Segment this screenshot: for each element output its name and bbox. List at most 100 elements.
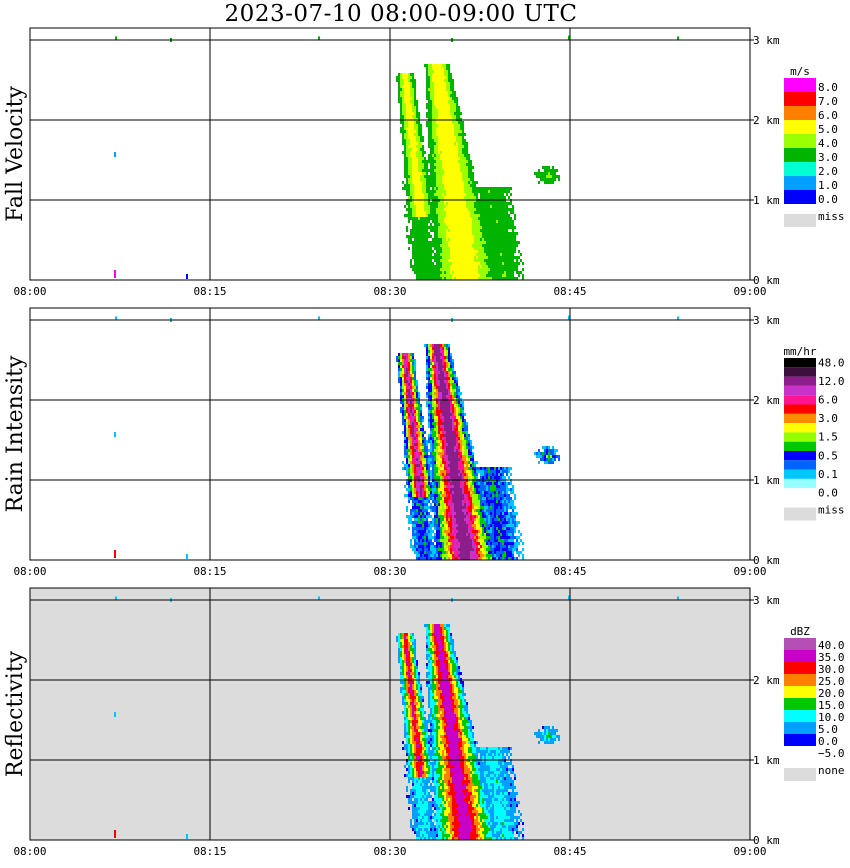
echo-cell (456, 428, 458, 431)
echo-cell (430, 148, 432, 151)
echo-cell (488, 274, 490, 277)
echo-cell (450, 377, 452, 380)
echo-cell (404, 214, 406, 217)
echo-cell (468, 262, 470, 265)
echo-cell (428, 461, 430, 464)
echo-cell (418, 202, 420, 205)
echo-cell (408, 518, 410, 521)
echo-cell (470, 247, 472, 250)
echo-cell (442, 226, 444, 229)
echo-cell (424, 491, 426, 494)
echo-cell (432, 497, 434, 500)
echo-cell (436, 220, 438, 223)
echo-cell (398, 353, 400, 356)
echo-cell (438, 521, 440, 524)
echo-cell (436, 554, 438, 557)
echo-cell (436, 241, 438, 244)
echo-cell (462, 464, 464, 467)
echo-cell (416, 455, 418, 458)
echo-cell (456, 259, 458, 262)
echo-cell (508, 214, 510, 217)
echo-cell (498, 211, 500, 214)
echo-cell (426, 476, 428, 479)
echo-cell (442, 446, 444, 449)
echo-cell (496, 220, 498, 223)
echo-cell (404, 142, 406, 145)
echo-cell (444, 377, 446, 380)
echo-cell (420, 431, 422, 434)
echo-cell (434, 256, 436, 259)
echo-cell (440, 169, 442, 172)
echo-cell (408, 401, 410, 404)
echo-cell (464, 554, 466, 557)
echo-cell (422, 449, 424, 452)
echo-cell (426, 160, 428, 163)
echo-cell (438, 277, 440, 280)
echo-cell (458, 440, 460, 443)
echo-cell (448, 268, 450, 271)
echo-cell (440, 416, 442, 419)
echo-cell (502, 187, 504, 190)
echo-cell (442, 187, 444, 190)
echo-cell (490, 214, 492, 217)
echo-cell (420, 184, 422, 187)
echo-cell (462, 455, 464, 458)
echo-cell (452, 515, 454, 518)
echo-cell (434, 404, 436, 407)
echo-cell (444, 386, 446, 389)
echo-cell (446, 235, 448, 238)
echo-cell (416, 184, 418, 187)
echo-cell (450, 536, 452, 539)
echo-cell (436, 271, 438, 274)
echo-cell (460, 163, 462, 166)
echo-cell (472, 521, 474, 524)
echo-cell (428, 184, 430, 187)
echo-cell (448, 455, 450, 458)
echo-cell (434, 184, 436, 187)
echo-cell (410, 169, 412, 172)
echo-cell (440, 274, 442, 277)
echo-cell (502, 238, 504, 241)
echo-cell (472, 518, 474, 521)
echo-cell (444, 76, 446, 79)
echo-cell (416, 205, 418, 208)
echo-cell (466, 548, 468, 551)
echo-cell (400, 130, 402, 133)
echo-cell (474, 241, 476, 244)
echo-cell (520, 253, 522, 256)
echo-cell (422, 512, 424, 515)
echo-cell (456, 169, 458, 172)
echo-cell (444, 121, 446, 124)
echo-cell (508, 220, 510, 223)
echo-cell (440, 485, 442, 488)
echo-cell (410, 365, 412, 368)
echo-cell (412, 404, 414, 407)
echo-cell (446, 515, 448, 518)
echo-cell (406, 413, 408, 416)
echo-cell (440, 503, 442, 506)
colorbar-label: 8.0 (818, 81, 838, 94)
echo-cell (416, 121, 418, 124)
echo-cell (458, 208, 460, 211)
echo-cell (456, 172, 458, 175)
echo-cell (444, 401, 446, 404)
echo-cell (442, 434, 444, 437)
echo-cell (406, 434, 408, 437)
echo-cell (402, 187, 404, 190)
echo-cell (432, 100, 434, 103)
echo-cell (432, 175, 434, 178)
echo-cell (506, 193, 508, 196)
echo-cell (500, 187, 502, 190)
echo-cell (488, 265, 490, 268)
echo-cell (456, 509, 458, 512)
echo-cell (434, 371, 436, 374)
echo-cell (404, 82, 406, 85)
echo-cell (460, 536, 462, 539)
echo-cell (438, 106, 440, 109)
echo-cell (432, 536, 434, 539)
echo-cell (500, 250, 502, 253)
echo-cell (434, 401, 436, 404)
echo-cell (468, 446, 470, 449)
echo-cell (460, 521, 462, 524)
echo-cell (410, 103, 412, 106)
